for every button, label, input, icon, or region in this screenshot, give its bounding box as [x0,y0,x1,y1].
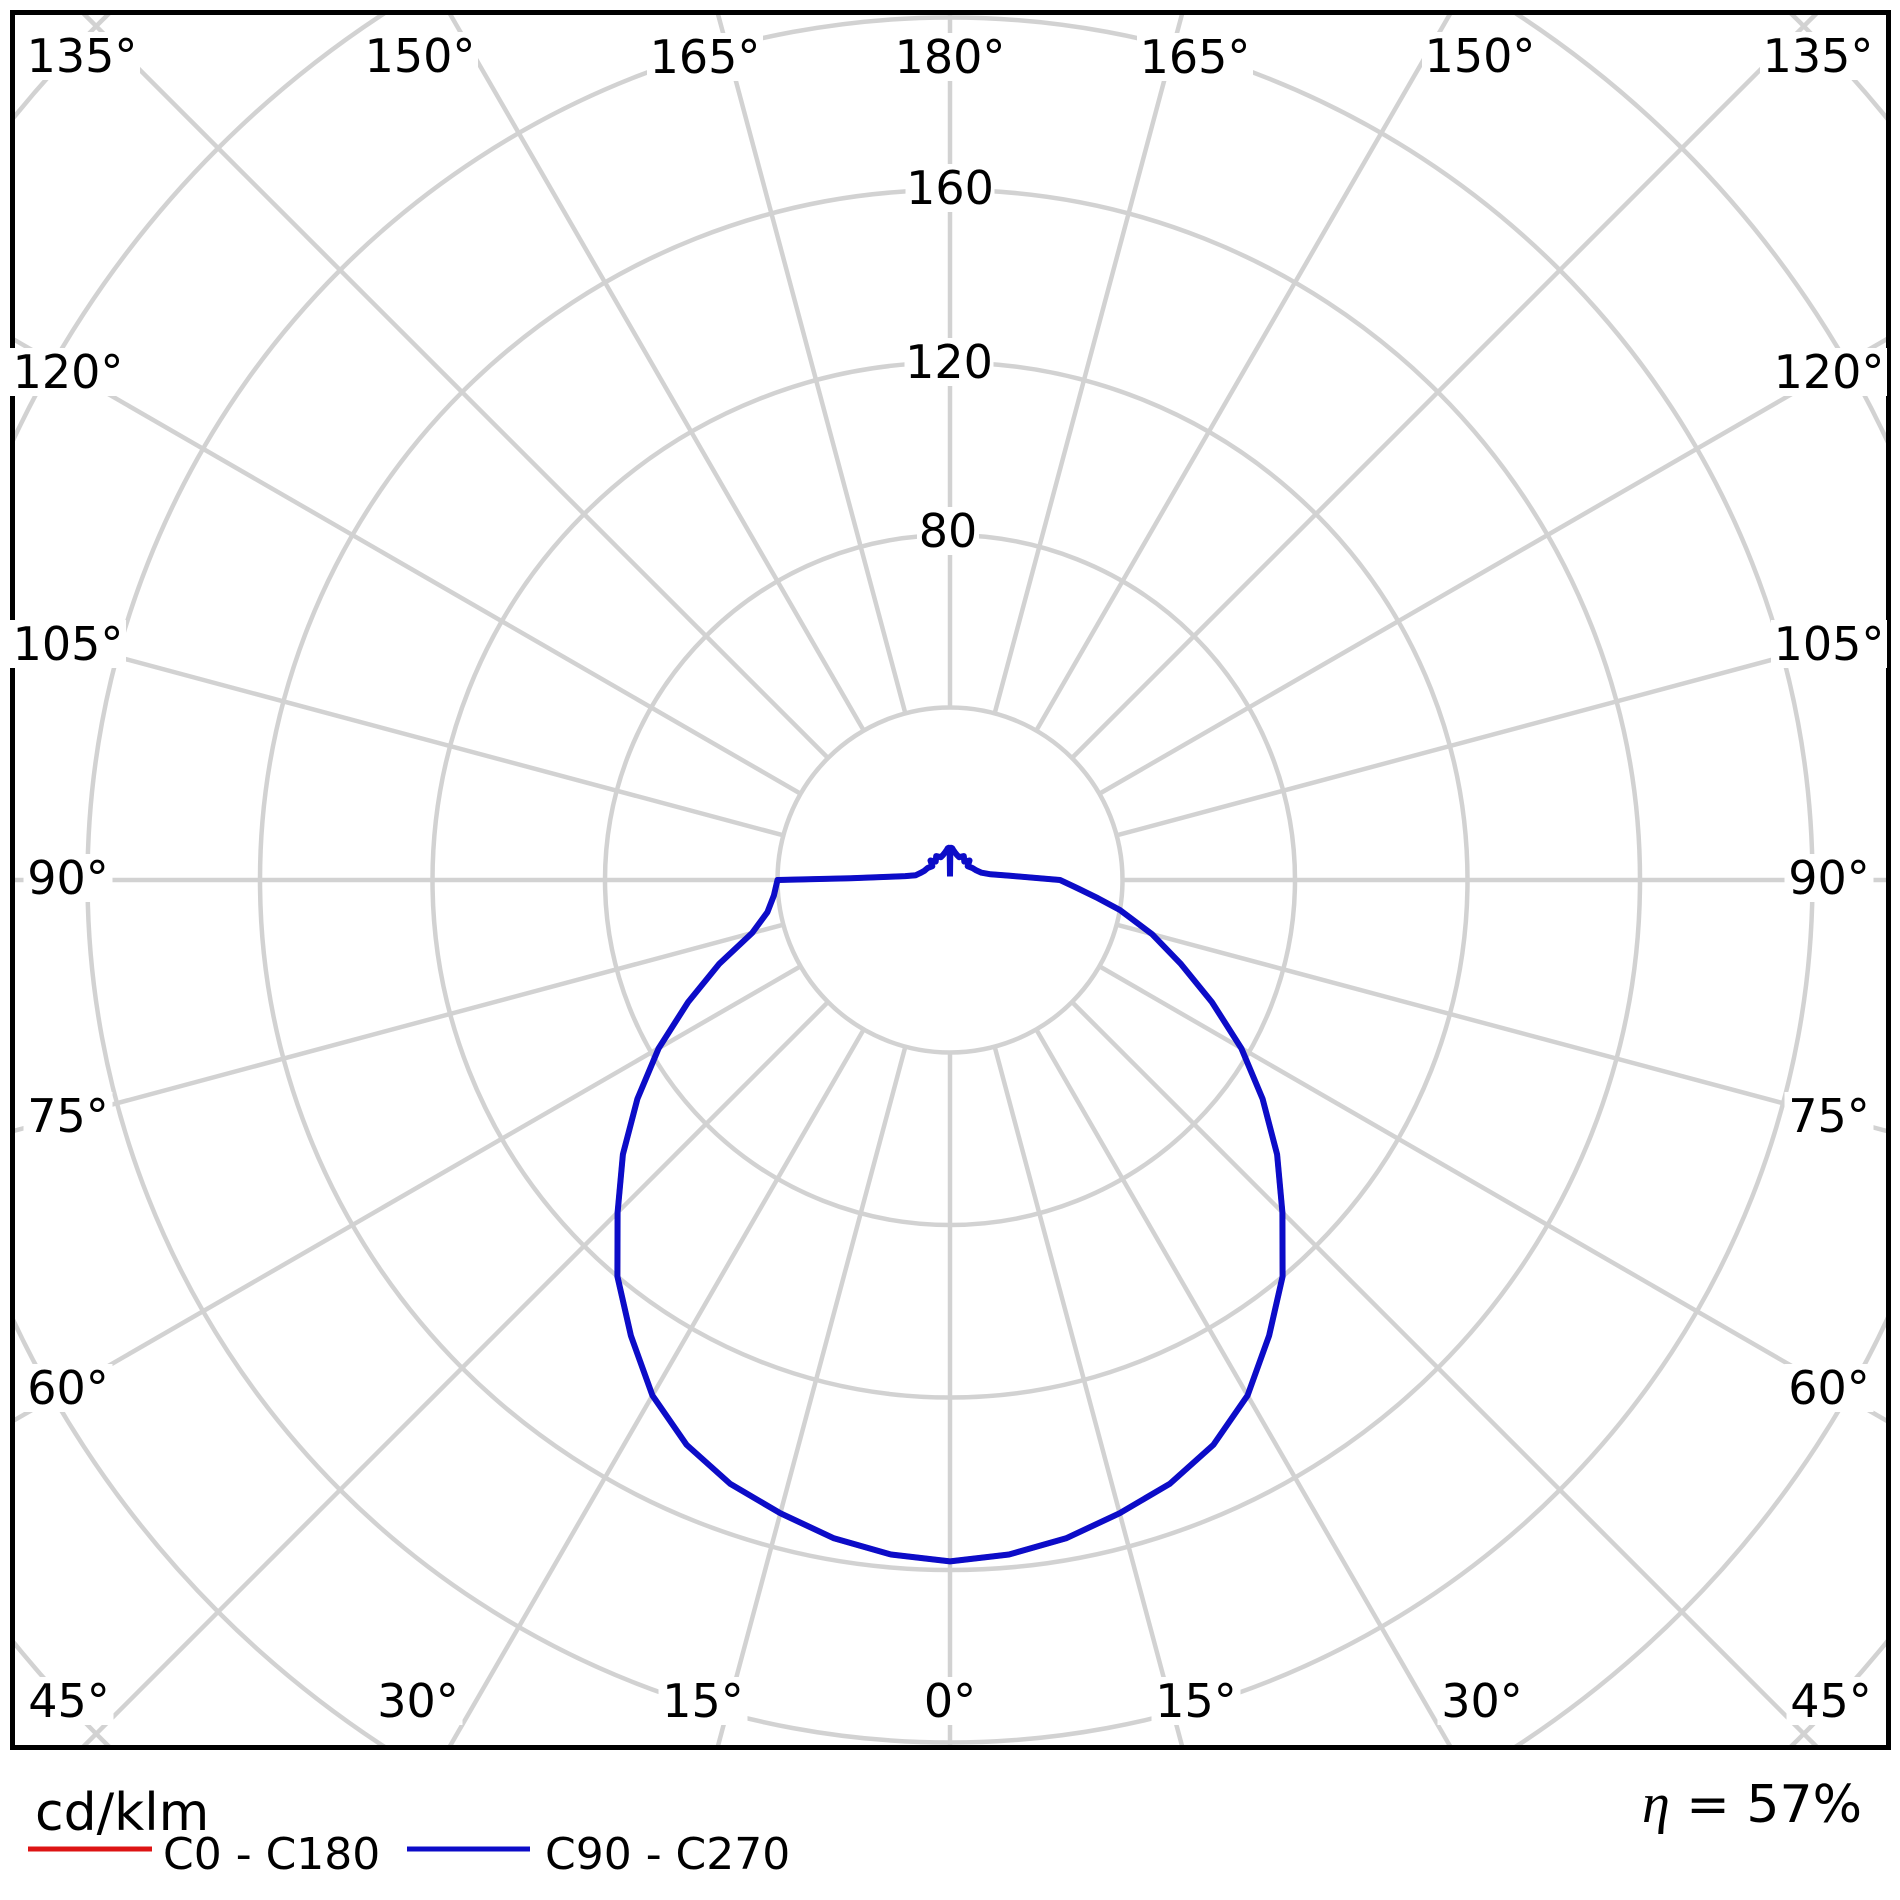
eta-value: = 57% [1670,1775,1862,1835]
angle-label: 60° [1788,1361,1870,1415]
efficiency-label: η = 57% [1642,1773,1862,1835]
angle-label: 90° [27,851,109,905]
angle-label: 120° [1774,345,1885,399]
grid-spoke [1070,15,1819,760]
grid-spoke [1034,1028,1453,1745]
angle-label-bg [1760,32,1876,80]
angle-label: 150° [365,29,476,83]
angle-label: 105° [13,617,124,671]
angle-label-bg [23,854,113,902]
angle-label-bg [23,1092,113,1140]
radial-tick-label: 120 [905,335,993,389]
curve-layer [614,844,1286,1565]
grid-spoke [1116,922,1886,1134]
radial-tick-label-bg [917,507,979,555]
angle-label-bg [1151,1677,1241,1725]
angle-label-bg [1784,1092,1874,1140]
angle-label-bg [892,33,1008,81]
angle-label: 135° [1763,29,1874,83]
curve-c90-c270 [614,844,1286,1565]
angle-label-bg [658,1677,748,1725]
units-label: cd/klm [35,1783,209,1843]
angle-label: 135° [27,29,138,83]
grid-spoke [1070,1000,1819,1745]
angle-label-bg [1771,348,1887,396]
angle-label: 165° [1140,30,1251,84]
grid-spoke [15,964,802,1423]
grid-spoke [1098,964,1886,1423]
angle-label-bg [24,32,140,80]
grid-spoke [1116,626,1886,838]
angle-label-bg [373,1677,463,1725]
angle-label: 180° [895,30,1006,84]
legend-label-c0-c180: C0 - C180 [163,1829,380,1880]
angle-label: 30° [377,1674,459,1728]
angle-label-bg [919,1677,981,1725]
legend-entry-c0-c180: C0 - C180 [28,1829,380,1880]
legend-label-c90-c270: C90 - C270 [545,1829,790,1880]
grid-spoke [15,337,802,796]
angle-label: 60° [27,1361,109,1415]
grid-spoke [15,627,784,838]
angle-label: 45° [28,1674,110,1728]
legend-entry-c90-c270: C90 - C270 [407,1829,790,1880]
angle-label: 45° [1790,1674,1872,1728]
angle-label: 150° [1425,29,1536,83]
grid-spoke [447,15,866,732]
angle-label-bg [362,32,478,80]
radial-tick-label: 160 [906,161,994,215]
radial-tick-label: 80 [919,504,978,558]
angle-label: 0° [924,1674,976,1728]
grid-spoke [1098,337,1886,796]
radial-tick-label-bg [905,164,995,212]
axis-label-layer: 135° 150° 165° 180° 165° 150° 135° 120° 105° 90° 7… [10,29,1887,1728]
grid-spoke [1034,15,1453,732]
angle-label: 15° [662,1674,744,1728]
angle-label: 90° [1788,851,1870,905]
angle-label: 30° [1441,1674,1523,1728]
angle-label-bg [23,1364,113,1412]
angle-label: 75° [27,1089,109,1143]
angle-label: 120° [13,345,124,399]
angle-label-bg [10,348,126,396]
grid-spoke [15,922,784,1133]
angle-label-bg [1422,32,1538,80]
angle-label-bg [647,33,763,81]
grid-spoke [81,15,830,760]
eta-symbol: η [1642,1773,1670,1835]
radial-tick-label-bg [904,338,994,386]
angle-label-bg [1437,1677,1527,1725]
angle-label-bg [1784,1364,1874,1412]
angle-label: 75° [1788,1089,1870,1143]
angle-label-bg [24,1677,114,1725]
grid-spoke [447,1028,866,1745]
grid-spoke [81,1000,830,1745]
angle-label-bg [1786,1677,1876,1725]
angle-label-bg [1771,620,1887,668]
chart-footer: cd/klm η = 57% C0 - C180 C90 - C270 [28,1773,1862,1880]
angle-label-bg [1137,33,1253,81]
angle-label: 15° [1155,1674,1237,1728]
angle-label-bg [1784,854,1874,902]
angle-label: 165° [650,30,761,84]
angle-label-bg [10,620,126,668]
angle-label: 105° [1774,617,1885,671]
